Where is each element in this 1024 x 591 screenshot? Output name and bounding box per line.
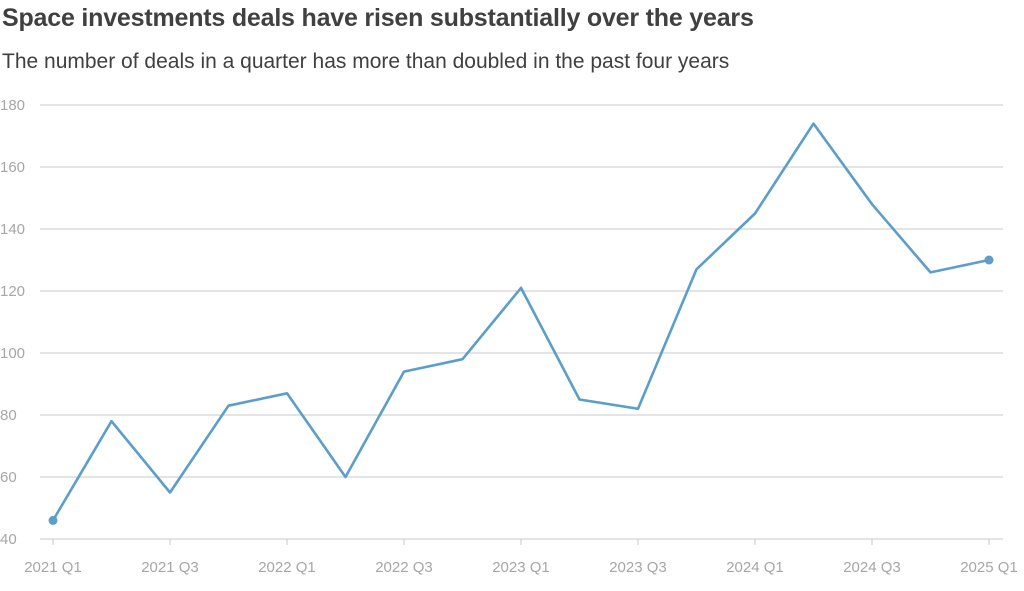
y-tick-label: 120 bbox=[0, 283, 25, 300]
x-tick-label: 2024 Q3 bbox=[843, 559, 901, 576]
gridlines bbox=[40, 104, 1003, 540]
x-tick-label: 2023 Q1 bbox=[492, 559, 550, 576]
x-tick-label: 2025 Q1 bbox=[960, 559, 1018, 576]
series-start-point bbox=[48, 515, 58, 525]
y-tick-label: 60 bbox=[0, 469, 17, 486]
y-tick-label: 180 bbox=[0, 97, 25, 114]
y-tick-label: 40 bbox=[0, 531, 17, 548]
chart-title: Space investments deals have risen subst… bbox=[2, 4, 754, 32]
series-group bbox=[48, 122, 994, 525]
x-tick-label: 2022 Q1 bbox=[258, 559, 316, 576]
x-tick-label: 2021 Q3 bbox=[141, 559, 199, 576]
x-axis: 2021 Q1 2021 Q3 2022 Q1 2022 Q3 2023 Q1 2023 … bbox=[24, 539, 1018, 576]
y-tick-label: 160 bbox=[0, 159, 25, 176]
y-tick-label: 100 bbox=[0, 345, 25, 362]
y-axis: 40 60 80 100 120 140 160 180 bbox=[0, 97, 25, 548]
series-end-point bbox=[984, 255, 994, 265]
x-tick-label: 2022 Q3 bbox=[375, 559, 433, 576]
chart-subtitle: The number of deals in a quarter has mor… bbox=[2, 50, 730, 73]
x-tick-label: 2024 Q1 bbox=[726, 559, 784, 576]
x-tick-label: 2023 Q3 bbox=[609, 559, 667, 576]
y-tick-label: 80 bbox=[0, 407, 17, 424]
series-line bbox=[51, 122, 991, 522]
x-tick-label: 2021 Q1 bbox=[24, 559, 82, 576]
y-tick-label: 140 bbox=[0, 221, 25, 238]
